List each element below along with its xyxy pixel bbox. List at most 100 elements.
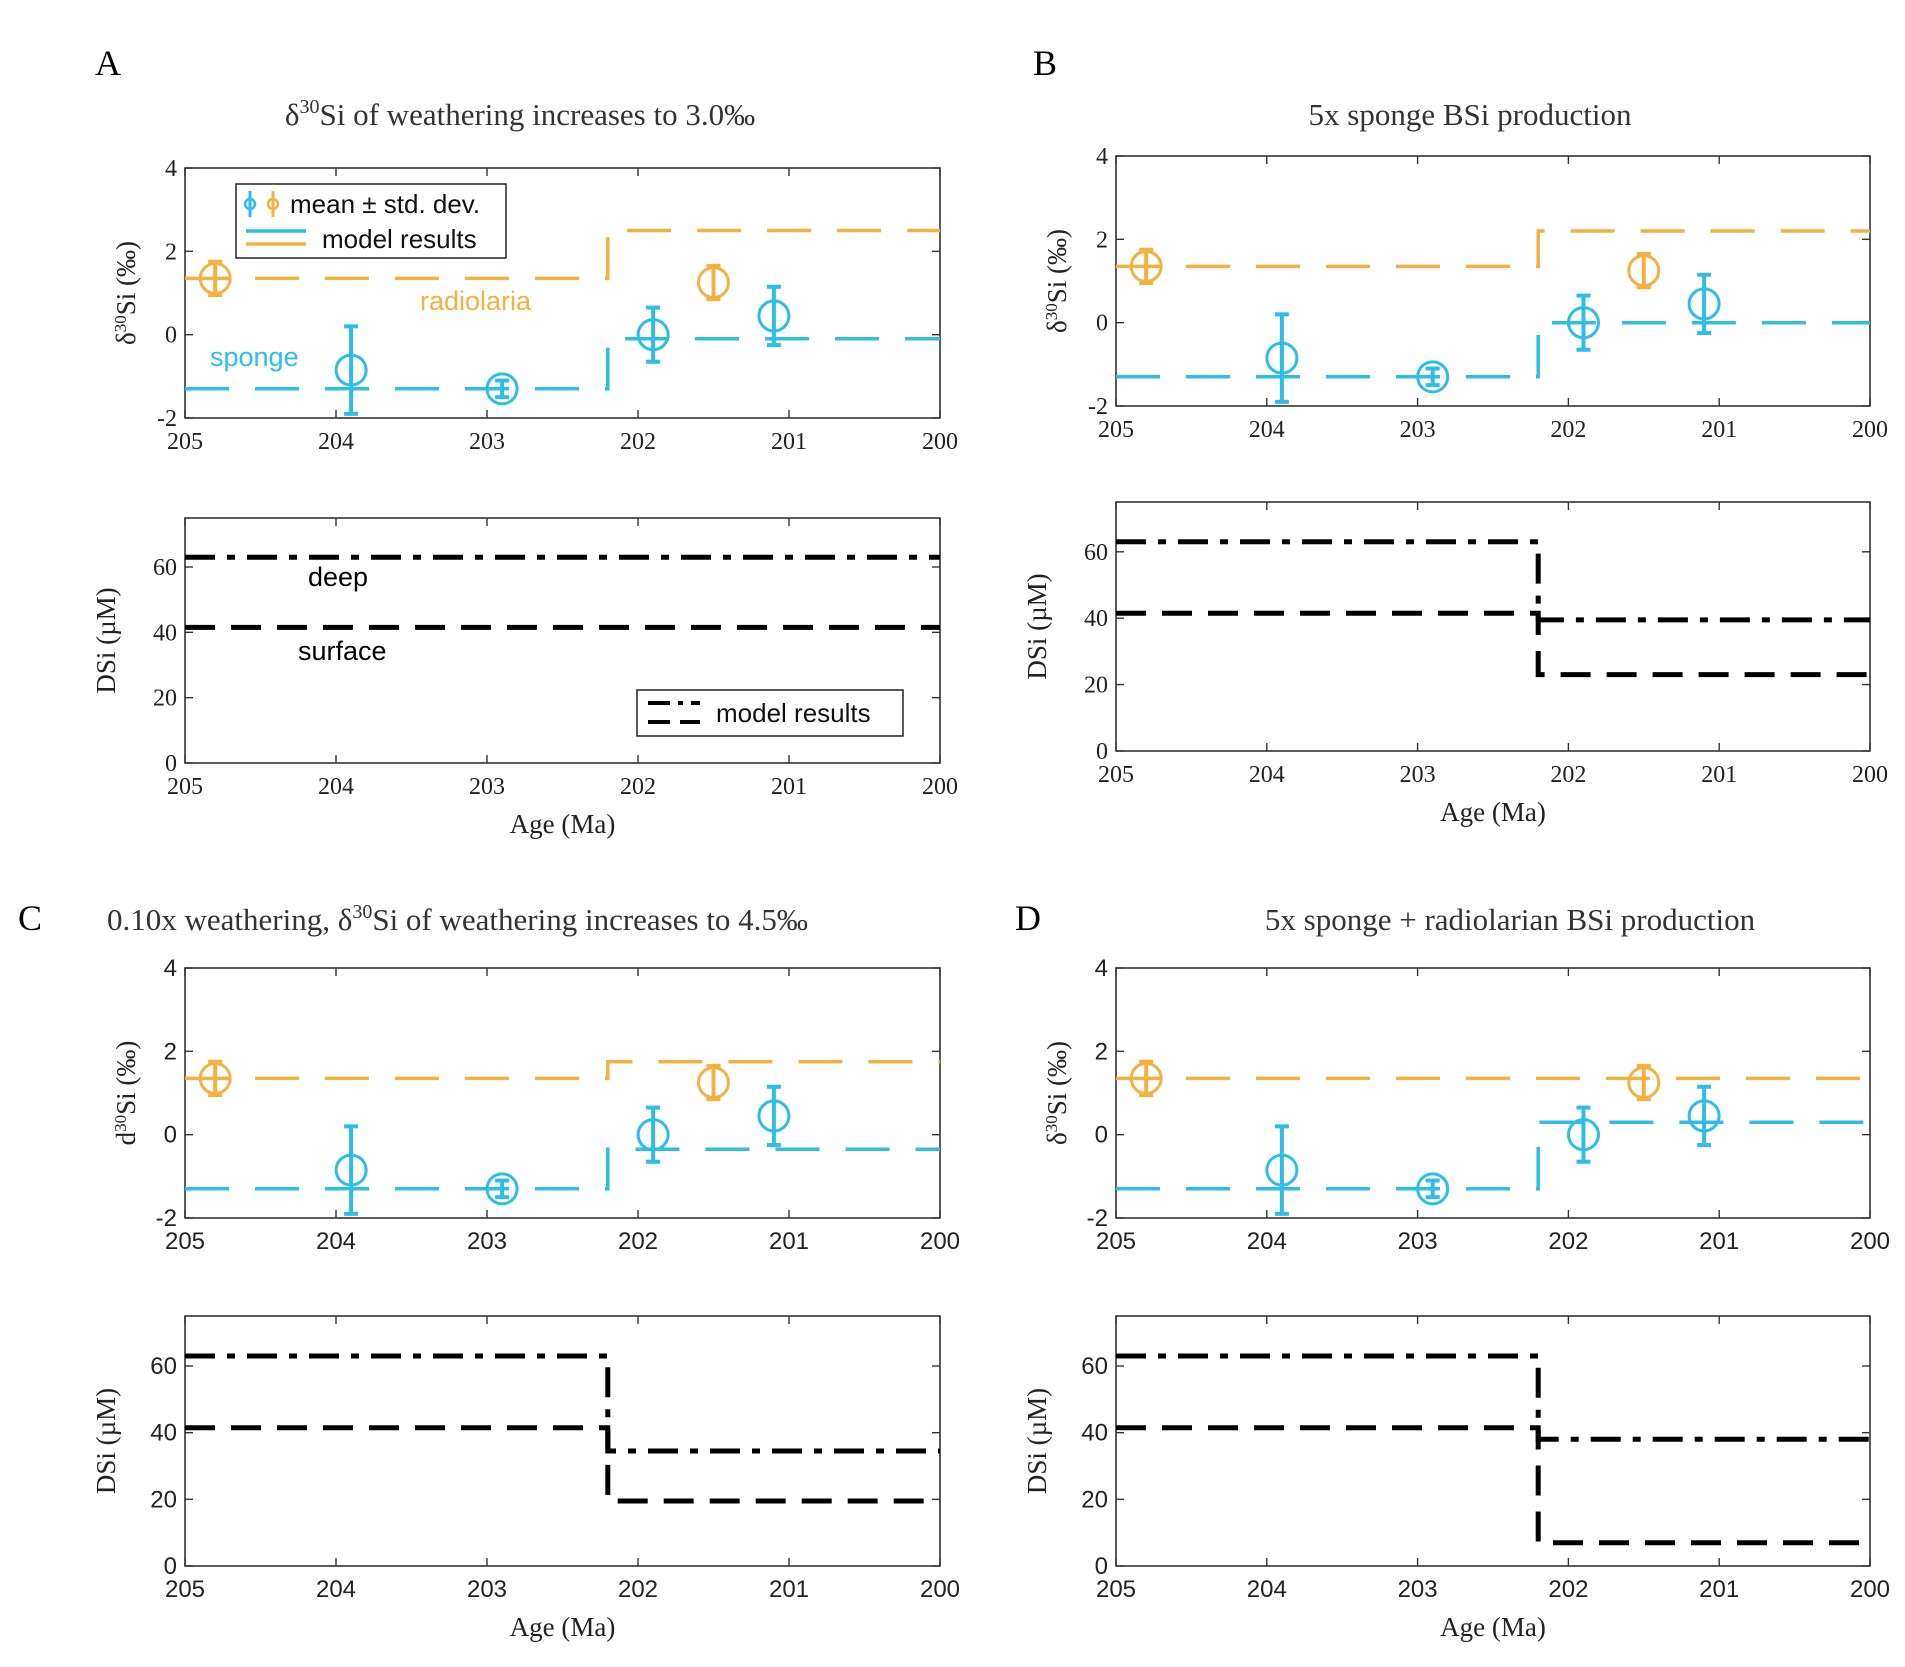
dsi-frame — [1115, 501, 1871, 752]
iso-xtick-label: 201 — [1701, 417, 1737, 443]
dsi-xtick-label: 200 — [1852, 762, 1888, 788]
iso-ylabel-part: Si (‰) — [1042, 229, 1072, 303]
deep-annotation: deep — [308, 562, 368, 592]
surface-dsi-line — [185, 1425, 940, 1504]
iso-frame — [1115, 155, 1871, 407]
dsi-xtick-label: 202 — [620, 774, 656, 800]
age-xlabel: Age (Ma) — [510, 1612, 616, 1642]
panel-title: 5x sponge + radiolarian BSi production — [1265, 902, 1756, 937]
dsi-legend: model results — [636, 689, 904, 737]
dsi-xtick-label: 205 — [1098, 762, 1134, 788]
panel-title-part: 0.10x weathering, δ — [107, 902, 352, 937]
iso-ylabel-superscript: 30 — [111, 1115, 130, 1132]
radiolaria-mean-marker — [1627, 254, 1661, 288]
iso-xtick-label: 203 — [469, 429, 505, 455]
dsi-ylabel: DSi (µM) — [91, 1388, 121, 1494]
panel-title: δ30Si of weathering increases to 3.0‰ — [285, 96, 755, 132]
iso-xtick-label: 202 — [620, 429, 656, 455]
dsi-xtick-label: 202 — [1550, 762, 1586, 788]
iso-ylabel-part: δ — [1042, 320, 1072, 333]
radiolaria-mean-marker — [697, 266, 730, 300]
iso-ylabel: δ30Si (‰) — [1042, 229, 1072, 333]
iso-xtick-label: 204 — [1249, 417, 1285, 443]
dsi-ytick-label: 20 — [1084, 673, 1108, 699]
iso-ylabel-part: d — [111, 1131, 141, 1145]
legend-radiolaria-marker-icon — [266, 197, 280, 211]
dsi-legend-label: model results — [716, 698, 871, 728]
iso-ytick-label: 2 — [165, 239, 177, 265]
dsi-ytick-label: 40 — [1081, 1420, 1108, 1447]
dsi-ylabel: DSi (µM) — [91, 587, 121, 693]
panel-c: C 0.10x weathering, δ 30 Si of weathering i… — [18, 898, 960, 1642]
iso-ytick-label: 0 — [164, 1122, 177, 1149]
iso-xtick-label: 201 — [769, 1228, 809, 1255]
panel-title-part: Si of weathering increases to 4.5‰ — [372, 902, 808, 937]
dsi-frame — [184, 1315, 941, 1567]
age-xlabel: Age (Ma) — [510, 809, 616, 839]
sponge-model-line — [185, 1147, 940, 1191]
iso-ylabel-superscript: 30 — [1042, 1115, 1061, 1132]
sponge-mean-marker — [485, 1172, 519, 1206]
dsi-legend-box — [636, 689, 904, 737]
dsi-xtick-label: 200 — [922, 774, 958, 800]
iso-ylabel-part: δ — [111, 332, 141, 345]
dsi-xtick-label: 202 — [1548, 1576, 1588, 1603]
iso-ytick-label: 2 — [1095, 1038, 1108, 1065]
iso-ytick-label: 2 — [164, 1038, 177, 1065]
iso-xtick-label: 205 — [1096, 1228, 1136, 1255]
iso-ylabel: δ30Si (‰) — [111, 241, 141, 345]
isotope-plot: 205 204 203 202 201 200 4 2 0 -2 d30Si (‰) — [111, 955, 960, 1255]
iso-ytick-label: 4 — [165, 156, 177, 182]
iso-xtick-label: 205 — [165, 1228, 205, 1255]
sponge-model-line — [1116, 320, 1870, 379]
sponge-mean-marker — [1566, 1118, 1600, 1152]
iso-xtick-label: 202 — [1550, 417, 1586, 443]
dsi-xtick-label: 201 — [1699, 1576, 1739, 1603]
deep-dsi-line — [1116, 539, 1870, 623]
dsi-ylabel: DSi (µM) — [1022, 573, 1052, 679]
iso-ylabel-part: Si (‰) — [1042, 1041, 1072, 1115]
radiolaria-mean-marker — [1129, 1061, 1163, 1095]
dsi-xtick-label: 203 — [1398, 1576, 1438, 1603]
panel-letter: C — [18, 898, 42, 938]
iso-ytick-label: 0 — [1096, 311, 1108, 337]
panel-d: D 5x sponge + radiolarian BSi production 2… — [1015, 898, 1890, 1642]
iso-xtick-label: 203 — [467, 1228, 507, 1255]
dsi-xtick-label: 205 — [167, 774, 203, 800]
dsi-xtick-label: 201 — [771, 774, 807, 800]
dsi-xtick-label: 203 — [467, 1576, 507, 1603]
dsi-xtick-label: 205 — [165, 1576, 205, 1603]
dsi-frame — [1115, 1315, 1871, 1567]
isotope-plot: 205 204 203 202 201 200 4 2 0 -2 δ30Si (‰) — [1042, 955, 1890, 1255]
dsi-ytick-label: 20 — [1081, 1486, 1108, 1513]
iso-ytick-label: 4 — [1095, 955, 1108, 982]
panel-title-part: Si of weathering increases to 3.0‰ — [320, 97, 756, 132]
sponge-mean-marker — [334, 353, 368, 387]
iso-ylabel-part: δ — [1042, 1132, 1072, 1145]
sponge-mean-marker — [636, 318, 670, 352]
iso-ylabel-superscript: 30 — [111, 315, 130, 332]
dsi-ytick-label: 40 — [150, 1420, 177, 1447]
iso-xtick-label: 204 — [316, 1228, 356, 1255]
dsi-xtick-label: 203 — [469, 774, 505, 800]
surface-annotation: surface — [298, 636, 387, 666]
radiolaria-mean-marker — [697, 1066, 730, 1100]
panel-title-part: δ — [285, 97, 300, 132]
sponge-mean-marker — [1265, 341, 1299, 375]
iso-xtick-label: 201 — [771, 429, 807, 455]
dsi-xtick-label: 200 — [920, 1576, 960, 1603]
iso-ylabel-part: Si (‰) — [111, 1041, 141, 1115]
panel-title-part: 5x sponge + radiolarian BSi production — [1265, 902, 1756, 937]
dsi-ytick-label: 20 — [153, 686, 177, 712]
dsi-xtick-label: 204 — [318, 774, 354, 800]
sponge-mean-marker — [1687, 1099, 1721, 1133]
dsi-ytick-label: 60 — [150, 1353, 177, 1380]
panel-letter: A — [95, 43, 121, 83]
iso-frame — [184, 167, 941, 419]
sponge-mean-marker — [636, 1118, 670, 1152]
radiolaria-mean-marker — [198, 261, 232, 295]
